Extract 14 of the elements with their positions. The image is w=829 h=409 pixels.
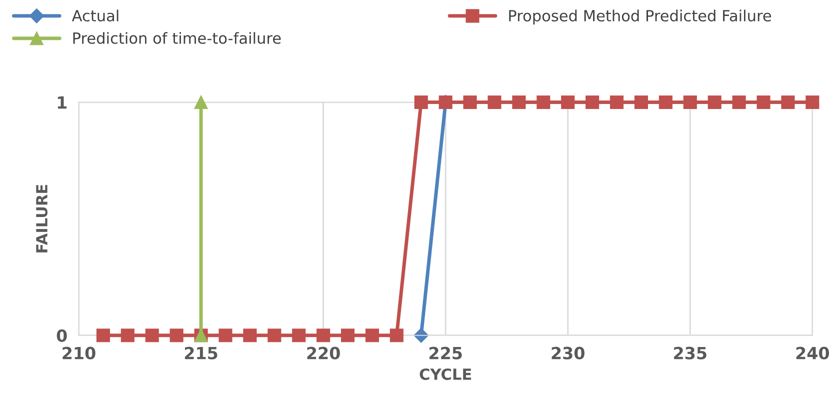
- legend-label: Prediction of time-to-failure: [73, 32, 281, 44]
- y-tick-label: 1: [58, 96, 66, 109]
- x-tick-label: 215: [184, 346, 218, 360]
- x-tick-label: 235: [674, 346, 706, 360]
- x-axis-title: CYCLE: [420, 368, 472, 380]
- legend-label: Actual: [72, 10, 118, 22]
- y-axis-title: FAILURE: [36, 184, 48, 252]
- x-tick-label: 220: [307, 346, 340, 360]
- x-tick-label: 230: [552, 346, 584, 360]
- x-tick-label: 210: [62, 346, 96, 360]
- legend-label: Proposed Method Predicted Failure: [509, 10, 772, 24]
- y-tick-label: 0: [56, 329, 67, 342]
- x-tick-label: 225: [430, 346, 462, 360]
- x-tick-label: 240: [796, 346, 829, 360]
